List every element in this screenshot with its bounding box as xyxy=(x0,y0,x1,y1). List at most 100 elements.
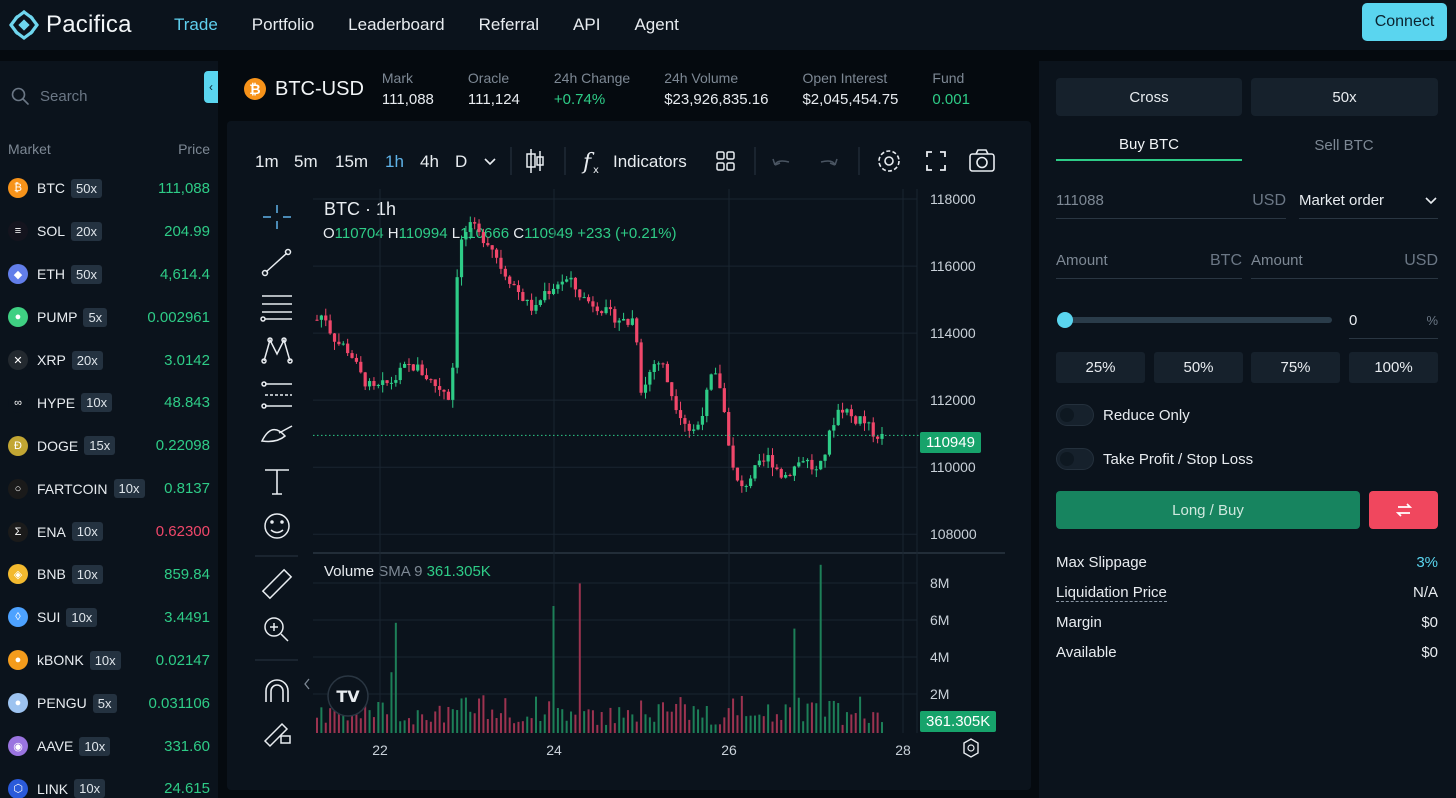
market-name: kBONK xyxy=(37,652,84,669)
margin-mode-button[interactable]: Cross xyxy=(1056,78,1242,116)
market-row-btc[interactable]: ₿ BTC 50x 111,088 xyxy=(0,167,218,210)
volume-bar xyxy=(548,701,551,733)
slider-handle[interactable] xyxy=(1057,312,1073,328)
layouts-grid-icon[interactable] xyxy=(716,151,735,171)
fullscreen-icon[interactable] xyxy=(926,151,946,171)
collapse-panel-button[interactable]: ‹ xyxy=(204,71,218,103)
market-row-link[interactable]: ⬡ LINK 10x 24.615 xyxy=(0,767,218,798)
size-slider[interactable] xyxy=(1056,308,1336,332)
candle-body xyxy=(722,388,726,413)
horizontal-lines-icon[interactable] xyxy=(260,295,292,322)
market-row-xrp[interactable]: ✕ XRP 20x 3.0142 xyxy=(0,339,218,382)
pattern-tool-icon[interactable] xyxy=(261,337,293,364)
settings-gear-icon[interactable] xyxy=(878,150,900,172)
tab-sell[interactable]: Sell BTC xyxy=(1314,136,1374,154)
market-row-pengu[interactable]: ● PENGU 5x 0.031106 xyxy=(0,682,218,725)
market-row-pump[interactable]: ● PUMP 5x 0.002961 xyxy=(0,296,218,339)
magnet-icon[interactable] xyxy=(265,679,289,702)
search-input[interactable]: Search xyxy=(40,87,88,105)
btc-coin-icon: ₿ xyxy=(8,178,28,199)
redo-icon[interactable] xyxy=(820,158,838,166)
indicators-button[interactable]: Indicators xyxy=(613,152,687,171)
volume-bar xyxy=(745,716,748,733)
pct-50-button[interactable]: 50% xyxy=(1154,352,1243,383)
swap-direction-button[interactable] xyxy=(1369,491,1438,529)
interval-1h[interactable]: 1h xyxy=(385,152,404,171)
volume-bar xyxy=(434,711,437,733)
nav-referral[interactable]: Referral xyxy=(478,15,540,34)
candle-body xyxy=(328,320,332,334)
candle-body xyxy=(565,279,569,282)
market-row-eth[interactable]: ◆ ETH 50x 4,614.4 xyxy=(0,253,218,296)
header-price[interactable]: Price xyxy=(178,141,210,157)
stat-24h-volume: 24h Volume $23,926,835.16 xyxy=(664,70,768,108)
nav-trade[interactable]: Trade xyxy=(174,15,218,34)
interval-5m[interactable]: 5m xyxy=(294,152,318,171)
market-row-hype[interactable]: ∞ HYPE 10x 48.843 xyxy=(0,381,218,424)
long-buy-button[interactable]: Long / Buy xyxy=(1056,491,1360,529)
candle-style-icon[interactable] xyxy=(526,149,544,173)
tab-buy[interactable]: Buy BTC xyxy=(1056,129,1242,161)
interval-15m[interactable]: 15m xyxy=(335,152,369,171)
market-row-bnb[interactable]: ◈ BNB 10x 859.84 xyxy=(0,553,218,596)
nav-portfolio[interactable]: Portfolio xyxy=(251,15,315,34)
zoom-in-icon[interactable] xyxy=(264,617,289,642)
connect-button[interactable]: Connect xyxy=(1362,3,1447,41)
interval-1m[interactable]: 1m xyxy=(255,152,279,171)
market-row-sui[interactable]: ◊ SUI 10x 3.4491 xyxy=(0,596,218,639)
market-row-ena[interactable]: Σ ENA 10x 0.62300 xyxy=(0,510,218,553)
brush-icon[interactable] xyxy=(260,425,293,443)
market-search[interactable]: Search ‹ xyxy=(0,61,218,131)
tp-sl-toggle[interactable] xyxy=(1056,448,1094,470)
reduce-only-toggle[interactable] xyxy=(1056,404,1094,426)
price-field[interactable]: 111088 USD xyxy=(1056,183,1286,219)
market-row-kbonk[interactable]: ● kBONK 10x 0.02147 xyxy=(0,639,218,682)
pct-75-button[interactable]: 75% xyxy=(1251,352,1340,383)
candle-body xyxy=(534,304,538,311)
market-row-fartcoin[interactable]: ○ FARTCOIN 10x 0.8137 xyxy=(0,467,218,510)
auto-scale-icon[interactable] xyxy=(963,738,979,758)
market-row-sol[interactable]: ≡ SOL 20x 204.99 xyxy=(0,210,218,253)
volume-bar xyxy=(438,705,441,733)
interval-4h[interactable]: 4h xyxy=(420,152,439,171)
slider-percent-field[interactable]: 0 % xyxy=(1349,303,1438,339)
header-market[interactable]: Market xyxy=(8,141,51,157)
crosshair-icon[interactable] xyxy=(263,205,291,229)
pct-25-button[interactable]: 25% xyxy=(1056,352,1145,383)
candle-body xyxy=(407,364,411,366)
candle-body xyxy=(582,297,586,299)
pct-100-button[interactable]: 100% xyxy=(1349,352,1438,383)
stat-label: 24h Volume xyxy=(664,70,739,86)
leverage-button[interactable]: 50x xyxy=(1251,78,1438,116)
market-row-doge[interactable]: Ð DOGE 15x 0.22098 xyxy=(0,424,218,467)
market-row-aave[interactable]: ◉ AAVE 10x 331.60 xyxy=(0,725,218,768)
ohlc-l-label: L xyxy=(451,225,461,242)
nav-agent[interactable]: Agent xyxy=(634,15,679,34)
trend-line-icon[interactable] xyxy=(261,248,292,277)
nav-api[interactable]: API xyxy=(573,15,601,34)
leverage-badge: 10x xyxy=(74,779,106,798)
interval-dropdown-icon[interactable] xyxy=(484,158,496,166)
emoji-icon[interactable] xyxy=(264,513,290,539)
max-slippage-value[interactable]: 3% xyxy=(1416,554,1438,571)
market-price: 48.843 xyxy=(164,394,210,412)
ruler-icon[interactable] xyxy=(261,568,293,600)
ticker-bar: ₿ BTC-USD Mark 111,088 Oracle 111,124 24h Ch… xyxy=(232,61,1032,117)
collapse-toolbar-chevron-icon[interactable] xyxy=(304,678,310,690)
pair-selector[interactable]: BTC-USD xyxy=(275,77,364,100)
screenshot-camera-icon[interactable] xyxy=(969,149,995,172)
tradingview-logo[interactable]: TV xyxy=(327,675,369,717)
nav-leaderboard[interactable]: Leaderboard xyxy=(348,15,445,34)
brand-logo[interactable]: Pacifica xyxy=(8,9,158,41)
undo-icon[interactable] xyxy=(772,158,790,166)
interval-d[interactable]: D xyxy=(455,152,468,171)
amount-btc-field[interactable]: Amount BTC xyxy=(1056,243,1242,279)
lock-drawing-icon[interactable] xyxy=(263,722,291,748)
candle-body xyxy=(661,363,665,365)
order-type-select[interactable]: Market order xyxy=(1299,183,1438,219)
fib-retracement-icon[interactable] xyxy=(261,381,292,409)
text-tool-icon[interactable] xyxy=(265,469,289,495)
amount-usd-field[interactable]: Amount USD xyxy=(1251,243,1438,279)
